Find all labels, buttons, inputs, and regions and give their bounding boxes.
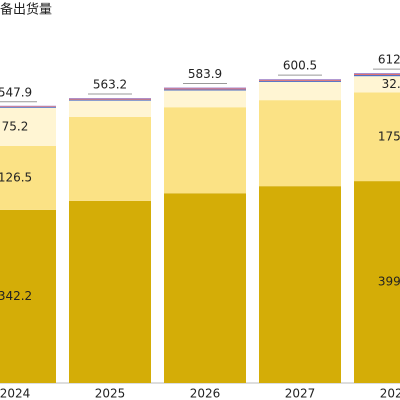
data-label: 342.2 [0,289,32,303]
bar-segment [69,98,151,99]
bar-segment [69,100,151,117]
x-tick-label: 2025 [95,387,126,400]
x-tick-label: 2027 [285,387,316,400]
bar-segment [164,107,246,194]
x-tick-label: 2026 [190,387,221,400]
total-label: 583.9 [188,67,222,81]
data-label: 175.2 [378,129,400,143]
bar-segment [259,100,341,187]
bar-segment [354,73,400,75]
bar-segment [259,79,341,80]
bar-segment [0,107,56,146]
data-label: 399.0 [378,275,400,289]
chart-title: 备出货量 [0,2,52,18]
bar-segment [259,79,341,81]
data-label: 32.1 [382,77,400,91]
bar-segment [164,89,246,91]
bar-segment [354,73,400,74]
bar-segment [354,92,400,182]
total-label: 563.2 [93,78,127,92]
x-tick-label: 2028 [380,387,400,400]
bar-segment [354,76,400,93]
data-label: 126.5 [0,170,32,184]
bar-segment [0,209,56,383]
data-label: 75.2 [2,119,29,133]
bar-segment [69,99,151,101]
x-tick-label: 2024 [0,387,30,400]
bar-segment [164,90,246,108]
bar-segment [164,87,246,89]
bar-segment [69,98,151,100]
bar-segment [0,106,56,107]
bar-segment [0,145,56,210]
total-label: 547.9 [0,85,32,99]
bar-segment [69,116,151,201]
total-label: 612.5 [378,53,400,67]
bar-segment [0,106,56,108]
bar-segment [259,81,341,101]
bar-segment [69,200,151,383]
bar-segment [0,105,56,107]
bar-segment [259,80,341,82]
bar-segment [259,186,341,383]
bar-segment [354,74,400,77]
bar-segment [164,193,246,383]
bar-segment [164,88,246,90]
bar-segment [354,181,400,383]
total-label: 600.5 [283,59,317,73]
